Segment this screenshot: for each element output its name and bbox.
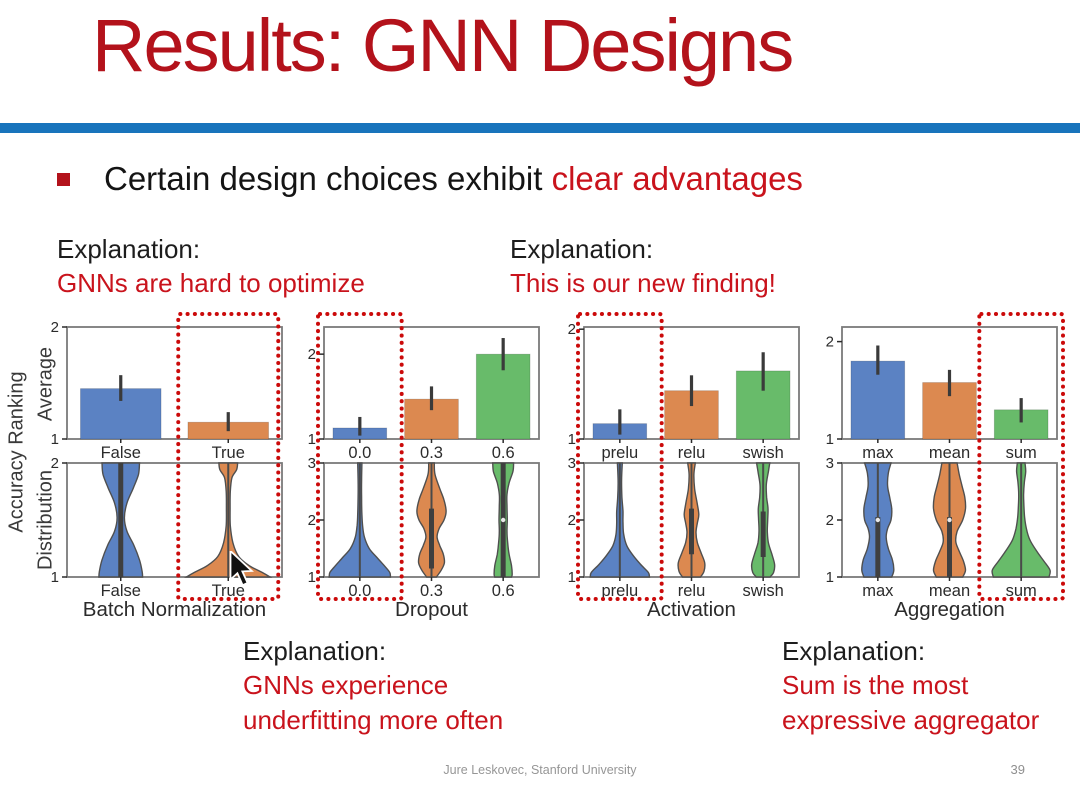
explanation-bottom-left: Explanation: GNNs experience underfittin… [243, 634, 503, 737]
y-tick-label: 1 [51, 569, 59, 586]
x-axis-title: Aggregation [894, 598, 1005, 621]
y-tick-label: 1 [308, 569, 316, 586]
violin-panel-border [66, 462, 283, 578]
highlight-box [977, 312, 1065, 601]
category-label: 0.0 [348, 444, 371, 462]
explanation-label: Explanation: [782, 636, 926, 666]
y-tick-label: 2 [568, 321, 576, 338]
category-label: swish [743, 582, 784, 600]
explanation-top-left: Explanation: GNNs are hard to optimize [57, 232, 365, 301]
category-label: 0.0 [348, 582, 371, 600]
explanation-line: GNNs experience [243, 670, 449, 701]
category-label: 0.6 [492, 582, 515, 600]
bullet-text: Certain design choices exhibit clear adv… [104, 160, 803, 198]
y-tick-label: 2 [308, 346, 316, 363]
y-tick-label: 3 [826, 455, 834, 472]
y-tick-label: 1 [826, 431, 834, 448]
highlight-box [176, 312, 281, 601]
category-label: prelu [601, 582, 638, 600]
category-label: True [212, 582, 245, 600]
footer-page-number: 39 [1010, 762, 1025, 777]
bullet-row: Certain design choices exhibit clear adv… [57, 160, 803, 198]
highlight-box [576, 312, 664, 601]
chart-group-dropout: 1 2 0.0 0.3 0.6 1 2 3 0.0 0.3 0.6 Dropout [302, 311, 542, 623]
category-label: max [862, 582, 894, 600]
bar-panel-border [66, 326, 283, 440]
category-label: False [101, 444, 141, 462]
category-label: relu [678, 444, 706, 462]
chart-activation: 1 2 prelu relu swish 1 2 3 prelu relu swish Activat… [568, 312, 800, 621]
chart-group-aggregation: 1 2 max mean sum 1 2 3 max mean sum Aggregation [820, 311, 1065, 623]
y-tick-label: 1 [308, 431, 316, 448]
category-label: sum [1006, 444, 1037, 462]
category-label: relu [678, 582, 706, 600]
y-tick-label: 2 [51, 455, 59, 472]
bullet-text-highlight: clear advantages [551, 160, 803, 197]
y-tick-label: 3 [308, 455, 316, 472]
violin-median-dot [947, 517, 952, 523]
category-label: 0.3 [420, 582, 443, 600]
x-axis-title: Batch Normalization [83, 598, 266, 621]
explanation-label: Explanation: [57, 234, 201, 264]
category-label: sum [1006, 582, 1037, 600]
explanation-line: Sum is the most [782, 670, 969, 701]
category-label: mean [929, 444, 970, 462]
y-axis-label-shared: Accuracy Ranking [5, 371, 28, 533]
violin-median-dot [875, 517, 881, 523]
bullet-icon [57, 173, 70, 186]
y-tick-label: 2 [568, 512, 576, 529]
y-tick-label: 3 [568, 455, 576, 472]
category-label: mean [929, 582, 970, 600]
page-title: Results: GNN Designs [92, 4, 794, 87]
violin-median-dot [500, 517, 506, 523]
explanation-label: Explanation: [243, 636, 387, 666]
y-tick-label: 2 [826, 334, 834, 351]
chart-group-activation: 1 2 prelu relu swish 1 2 3 prelu relu swish Activat… [562, 311, 802, 623]
category-label: False [101, 582, 141, 600]
chart-dropout: 1 2 0.0 0.3 0.6 1 2 3 0.0 0.3 0.6 Dropout [308, 312, 540, 621]
category-label: swish [743, 444, 784, 462]
x-axis-title: Dropout [395, 598, 468, 621]
explanation-text: GNNs are hard to optimize [57, 268, 365, 299]
title-divider [0, 123, 1080, 133]
y-tick-label: 1 [568, 431, 576, 448]
bullet-text-main: Certain design choices exhibit [104, 160, 552, 197]
y-tick-label: 1 [51, 431, 59, 448]
y-tick-label: 1 [568, 569, 576, 586]
y-tick-label: 2 [826, 512, 834, 529]
footer-credit: Jure Leskovec, Stanford University [443, 763, 637, 777]
explanation-text: This is our new finding! [510, 268, 776, 299]
category-label: 0.3 [420, 444, 443, 462]
explanation-bottom-right: Explanation: Sum is the most expressive … [782, 634, 1039, 737]
y-tick-label: 2 [51, 319, 59, 336]
explanation-line: underfitting more often [243, 704, 504, 735]
category-label: prelu [601, 444, 638, 462]
mouse-cursor-icon[interactable] [229, 551, 259, 587]
y-tick-label: 1 [826, 569, 834, 586]
category-label: 0.6 [492, 444, 515, 462]
category-label: max [862, 444, 894, 462]
x-axis-title: Activation [647, 598, 736, 621]
highlight-box [316, 312, 404, 601]
explanation-top-right: Explanation: This is our new finding! [510, 232, 776, 301]
explanation-label: Explanation: [510, 234, 654, 264]
chart-group-batch-normalization: 1 2 False True 1 2 False True Batch Normalizatio… [45, 311, 285, 623]
y-tick-label: 2 [308, 512, 316, 529]
category-label: True [212, 444, 245, 462]
explanation-line: expressive aggregator [782, 704, 1040, 735]
